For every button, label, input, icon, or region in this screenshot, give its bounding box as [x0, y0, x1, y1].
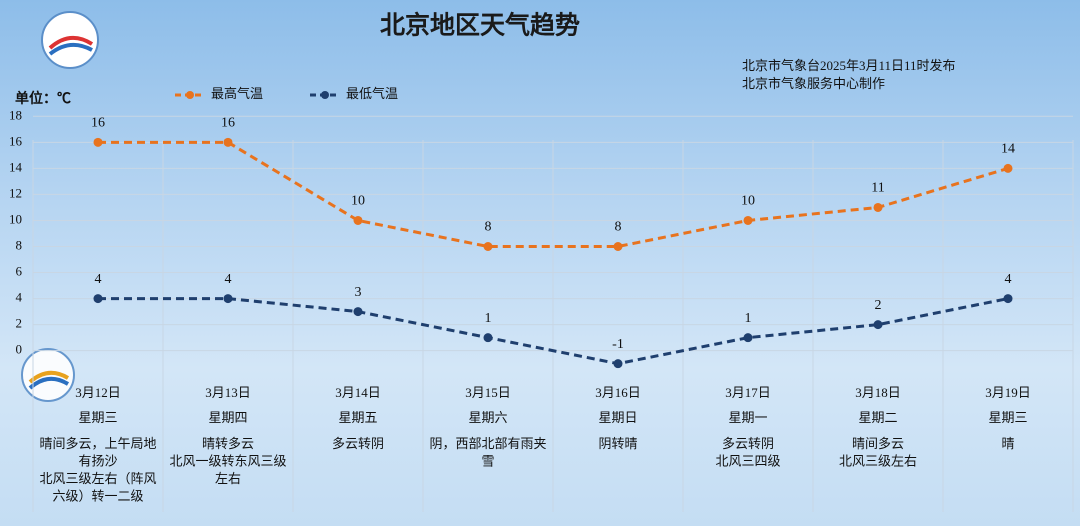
point: [1003, 294, 1013, 304]
y-tick-label: 2: [16, 316, 23, 331]
logo: [21, 11, 99, 402]
y-tick-label: 12: [9, 185, 22, 200]
weather-description: 晴间多云，上午局地: [39, 436, 156, 451]
legend-marker: [186, 91, 194, 99]
series-line: [98, 140, 1009, 248]
y-tick-label: 4: [16, 290, 23, 305]
data-label: 16: [221, 116, 235, 131]
date-label: 3月19日: [985, 385, 1031, 400]
data-label: 1: [745, 311, 752, 326]
point: [223, 137, 233, 147]
legend-label: 最低气温: [346, 86, 398, 101]
weather-description: 阴，西部北部有雨夹: [429, 436, 546, 451]
point: [743, 215, 753, 225]
weather-description: 晴: [1001, 436, 1014, 451]
date-label: 3月14日: [335, 385, 381, 400]
point: [93, 137, 103, 147]
weather-description: 雪: [481, 453, 494, 468]
weather-description: 晴间多云: [852, 436, 904, 451]
publisher: 北京市气象服务中心制作: [742, 76, 885, 91]
weather-description: 北风一级转东风三级: [169, 453, 286, 468]
unit-label: 单位：℃: [15, 90, 71, 107]
weekday-label: 星期四: [208, 410, 247, 425]
weekday-label: 星期日: [598, 410, 637, 425]
y-tick-label: 10: [9, 211, 22, 226]
point: [483, 333, 493, 343]
y-tick-label: 18: [9, 107, 22, 122]
date-label: 3月15日: [465, 385, 511, 400]
data-label: -1: [612, 337, 624, 352]
data-label: 4: [95, 272, 102, 287]
date-label: 3月17日: [725, 385, 771, 400]
point: [613, 242, 623, 251]
chart-title: 北京地区天气趋势: [380, 11, 580, 40]
point: [93, 294, 103, 304]
data-label: 8: [615, 220, 622, 235]
date-label: 3月16日: [595, 385, 641, 400]
weekday-label: 星期三: [988, 410, 1027, 425]
weather-description: 多云转阴: [722, 436, 774, 451]
point: [873, 202, 883, 212]
data-label: 16: [91, 116, 105, 131]
weather-description: 有扬沙: [78, 453, 117, 468]
point: [353, 215, 363, 225]
data-label: 10: [351, 194, 365, 209]
y-tick-label: 14: [9, 159, 23, 174]
date-label: 3月18日: [855, 385, 901, 400]
weekday-label: 星期二: [858, 410, 897, 425]
legend-label: 最高气温: [211, 86, 263, 101]
date-label: 3月13日: [205, 385, 251, 400]
point: [483, 242, 493, 251]
data-label: 1: [485, 311, 492, 326]
weather-description: 晴转多云: [202, 436, 254, 451]
weather-description: 北风三级左右（阵风: [39, 471, 156, 486]
publisher: 北京市气象台2025年3月11日11时发布: [742, 58, 956, 73]
point: [353, 307, 363, 317]
point: [743, 333, 753, 343]
weather-description: 阴转晴: [598, 436, 637, 451]
data-label: 14: [1001, 142, 1015, 157]
y-tick-label: 16: [9, 133, 23, 148]
weekday-label: 星期一: [728, 410, 767, 425]
weather-description: 左右: [215, 471, 241, 486]
weekday-label: 星期五: [338, 410, 377, 425]
y-tick-label: 6: [16, 264, 23, 279]
weather-description: 六级）转一二级: [52, 488, 143, 503]
y-tick-label: 0: [16, 342, 23, 357]
data-label: 4: [1005, 272, 1012, 287]
weekday-label: 星期六: [468, 410, 507, 425]
point: [613, 359, 623, 369]
weekday-label: 星期三: [78, 410, 117, 425]
data-label: 11: [871, 181, 884, 196]
point: [223, 294, 233, 304]
y-tick-label: 8: [16, 237, 23, 252]
data-label: 4: [225, 272, 232, 287]
point: [873, 320, 883, 330]
point: [1003, 163, 1013, 173]
weather-description: 北风三四级: [715, 453, 780, 468]
weather-description: 北风三级左右: [839, 453, 917, 468]
data-label: 3: [355, 285, 362, 300]
legend-marker: [321, 91, 329, 99]
series-line: [98, 297, 1009, 366]
weather-description: 多云转阴: [332, 436, 384, 451]
date-label: 3月12日: [75, 385, 121, 400]
data-label: 10: [741, 194, 755, 209]
data-label: 2: [875, 298, 882, 313]
data-label: 8: [485, 220, 492, 235]
